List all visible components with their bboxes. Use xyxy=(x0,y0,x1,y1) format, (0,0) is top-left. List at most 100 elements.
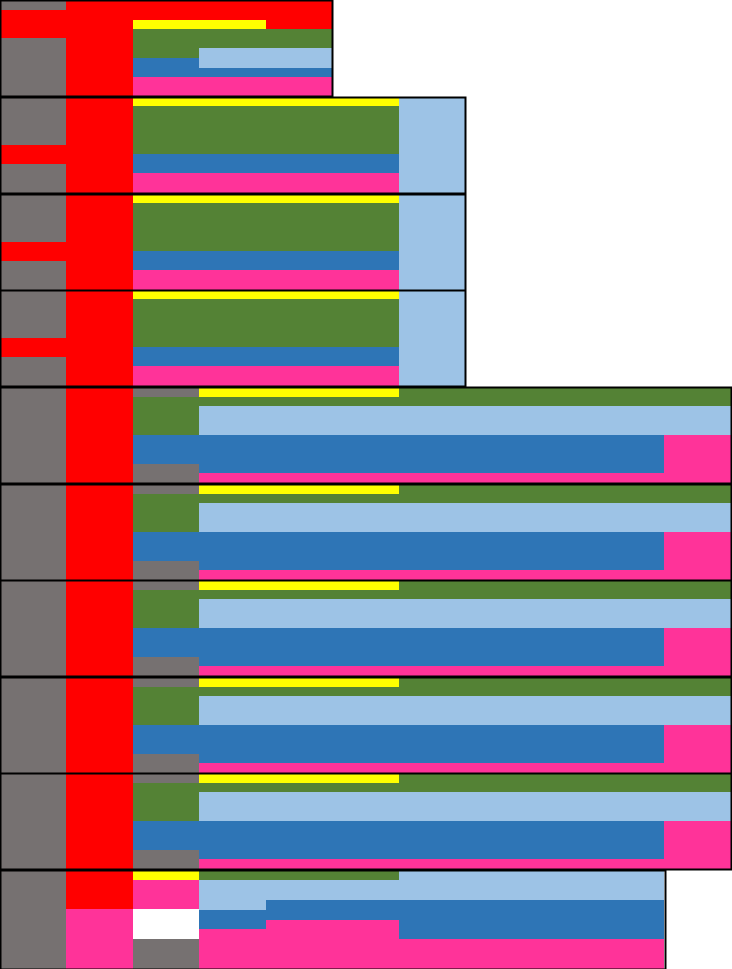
green-block xyxy=(133,299,399,347)
blue-block xyxy=(133,154,399,173)
band-9 xyxy=(0,772,732,871)
blue-block xyxy=(199,561,664,570)
lightblue-block xyxy=(199,503,731,532)
gray-block xyxy=(133,754,199,773)
red-block xyxy=(0,338,66,357)
band-2 xyxy=(0,96,467,195)
blue-block xyxy=(133,251,399,270)
band-1 xyxy=(0,0,334,98)
gray-block xyxy=(133,939,199,969)
band-10 xyxy=(0,869,667,969)
lightblue-block xyxy=(199,880,664,900)
yellow-block xyxy=(133,870,199,880)
red-block xyxy=(266,20,332,29)
green-block xyxy=(133,590,199,628)
pink-block xyxy=(199,763,664,773)
red-block xyxy=(0,145,66,164)
green-block xyxy=(133,106,399,154)
gray-block xyxy=(0,38,66,96)
gray-block xyxy=(133,484,199,494)
green-block xyxy=(199,687,399,696)
gray-block xyxy=(0,97,66,145)
gray-block xyxy=(133,773,199,783)
gray-block xyxy=(0,910,66,969)
green-block xyxy=(133,29,332,48)
gray-block xyxy=(0,357,66,386)
pink-block xyxy=(266,920,399,929)
gray-block xyxy=(133,464,199,483)
blue-block xyxy=(133,532,664,561)
green-block xyxy=(133,48,199,58)
pink-block xyxy=(133,77,332,96)
green-block xyxy=(199,870,399,880)
blue-block xyxy=(133,58,199,68)
gray-block xyxy=(0,0,66,10)
pink-block xyxy=(133,173,399,193)
pink-block xyxy=(199,570,664,580)
gray-block xyxy=(133,850,199,869)
red-block xyxy=(66,387,133,483)
gray-block xyxy=(133,580,199,590)
blue-block xyxy=(133,347,399,366)
pink-block xyxy=(199,666,664,676)
pink-block xyxy=(133,270,399,290)
gray-block xyxy=(133,561,199,580)
green-block xyxy=(199,783,399,792)
pink-block xyxy=(664,725,731,773)
blue-block xyxy=(399,920,664,939)
yellow-block xyxy=(133,194,399,203)
blue-block xyxy=(199,910,266,929)
band-5 xyxy=(0,386,732,485)
gray-block xyxy=(0,290,66,338)
lightblue-block xyxy=(399,97,465,193)
blue-block xyxy=(133,821,664,850)
lightblue-block xyxy=(399,870,664,880)
red-block xyxy=(66,484,133,580)
pink-block xyxy=(199,929,399,969)
gray-block xyxy=(0,870,66,910)
lightblue-block xyxy=(199,900,266,910)
red-block xyxy=(66,290,133,386)
green-block xyxy=(133,783,199,821)
lightblue-block xyxy=(399,290,465,386)
pink-block xyxy=(664,628,731,676)
red-block xyxy=(66,194,133,290)
gray-block xyxy=(0,164,66,193)
lightblue-block xyxy=(199,406,731,435)
blue-block xyxy=(199,464,664,473)
blue-block xyxy=(133,725,664,754)
gray-block xyxy=(133,387,199,397)
red-block xyxy=(66,773,133,869)
lightblue-block xyxy=(199,599,731,628)
green-block xyxy=(199,590,399,599)
green-block xyxy=(133,397,199,435)
gray-block xyxy=(0,773,66,869)
band-6 xyxy=(0,483,732,582)
red-block xyxy=(66,0,332,20)
red-block xyxy=(66,677,133,773)
yellow-block xyxy=(199,580,399,590)
lightblue-block xyxy=(399,194,465,290)
yellow-block xyxy=(133,290,399,299)
gray-block xyxy=(0,580,66,676)
gray-block xyxy=(133,677,199,687)
red-block xyxy=(0,10,66,38)
blue-block xyxy=(133,628,664,657)
blue-block xyxy=(199,657,664,666)
yellow-block xyxy=(199,387,399,397)
yellow-block xyxy=(199,677,399,687)
band-7 xyxy=(0,579,732,678)
pink-block xyxy=(199,859,664,869)
gray-block xyxy=(0,677,66,773)
yellow-block xyxy=(199,484,399,494)
band-3 xyxy=(0,193,467,292)
red-block xyxy=(66,870,133,910)
lightblue-block xyxy=(199,696,731,725)
green-block xyxy=(133,687,199,725)
pink-block xyxy=(133,366,399,386)
band-4 xyxy=(0,289,467,388)
pink-block xyxy=(664,821,731,869)
pink-block xyxy=(66,909,133,969)
pink-block xyxy=(664,532,731,580)
band-8 xyxy=(0,676,732,775)
